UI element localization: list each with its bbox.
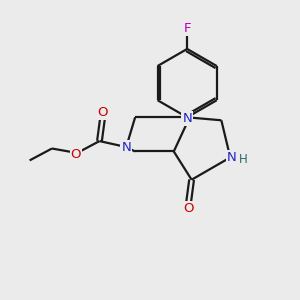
- Text: F: F: [183, 22, 191, 35]
- Text: O: O: [70, 148, 81, 161]
- Text: O: O: [97, 106, 108, 119]
- Text: N: N: [121, 140, 131, 154]
- Text: N: N: [227, 151, 237, 164]
- Text: N: N: [182, 112, 192, 125]
- Text: H: H: [238, 153, 247, 166]
- Text: O: O: [183, 202, 194, 215]
